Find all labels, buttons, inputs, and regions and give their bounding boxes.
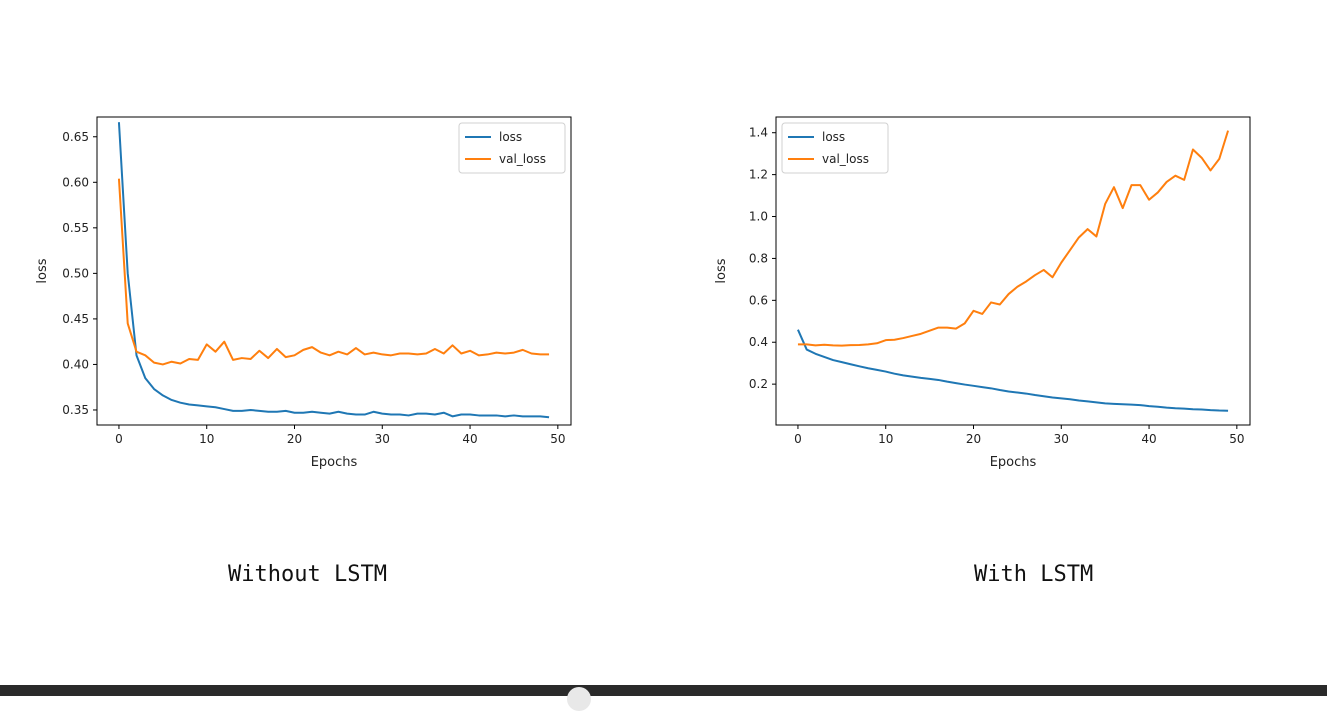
x-tick-label: 0 bbox=[115, 432, 123, 446]
x-tick-label: 10 bbox=[878, 432, 893, 446]
y-tick-label: 0.40 bbox=[62, 357, 89, 371]
legend-box bbox=[458, 122, 566, 174]
series-line-loss bbox=[797, 329, 1229, 412]
x-tick-label: 40 bbox=[1141, 432, 1156, 446]
x-tick-label: 0 bbox=[794, 432, 802, 446]
y-tick-label: 0.35 bbox=[62, 403, 89, 417]
caption-without-lstm: Without LSTM bbox=[228, 562, 387, 587]
x-tick-label: 30 bbox=[1054, 432, 1069, 446]
x-tick-label: 20 bbox=[966, 432, 981, 446]
scroll-knob[interactable] bbox=[567, 687, 591, 711]
chart-with-lstm: 0 10 20 30 40 50 0.2 0.4 0.6 0.8 1.0 1.2 1.4 Epochs lo… bbox=[714, 116, 1251, 470]
x-tick-label: 50 bbox=[550, 432, 565, 446]
y-tick-label: 0.55 bbox=[62, 221, 89, 235]
y-axis-label: loss bbox=[35, 258, 50, 283]
y-tick-label: 1.0 bbox=[749, 210, 768, 224]
legend-entry: loss bbox=[499, 130, 522, 144]
y-axis-label: loss bbox=[714, 258, 729, 283]
x-tick-label: 40 bbox=[462, 432, 477, 446]
series-line-loss bbox=[117, 122, 550, 419]
chart-without-lstm: 0 10 20 30 40 50 0.35 0.40 0.45 0.50 0.55 0.60 0.65 E… bbox=[35, 116, 572, 470]
y-tick-label: 1.2 bbox=[749, 168, 768, 182]
x-tick-label: 30 bbox=[375, 432, 390, 446]
series-line-val-loss bbox=[117, 178, 550, 366]
legend-entry: val_loss bbox=[822, 152, 869, 166]
plot-frame bbox=[96, 116, 572, 426]
y-tick-label: 0.65 bbox=[62, 130, 89, 144]
y-tick-label: 0.8 bbox=[749, 251, 768, 265]
y-tick-label: 0.45 bbox=[62, 312, 89, 326]
legend-entry: val_loss bbox=[499, 152, 546, 166]
legend-box bbox=[781, 122, 889, 174]
x-tick-label: 10 bbox=[199, 432, 214, 446]
x-tick-label: 50 bbox=[1229, 432, 1244, 446]
y-tick-label: 0.4 bbox=[749, 335, 768, 349]
y-tick-label: 1.4 bbox=[749, 126, 768, 140]
legend: loss val_loss bbox=[781, 122, 889, 174]
legend-entry: loss bbox=[822, 130, 845, 144]
caption-with-lstm: With LSTM bbox=[974, 562, 1094, 587]
y-tick-label: 0.60 bbox=[62, 175, 89, 189]
x-axis-label: Epochs bbox=[311, 455, 358, 470]
x-axis-label: Epochs bbox=[990, 455, 1037, 470]
x-tick-label: 20 bbox=[287, 432, 302, 446]
y-tick-label: 0.50 bbox=[62, 266, 89, 280]
y-tick-label: 0.6 bbox=[749, 293, 768, 307]
legend: loss val_loss bbox=[458, 122, 566, 174]
y-tick-label: 0.2 bbox=[749, 377, 768, 391]
series-line-val-loss bbox=[797, 130, 1230, 347]
bottom-bar bbox=[0, 685, 1327, 711]
plot-frame bbox=[775, 116, 1251, 426]
